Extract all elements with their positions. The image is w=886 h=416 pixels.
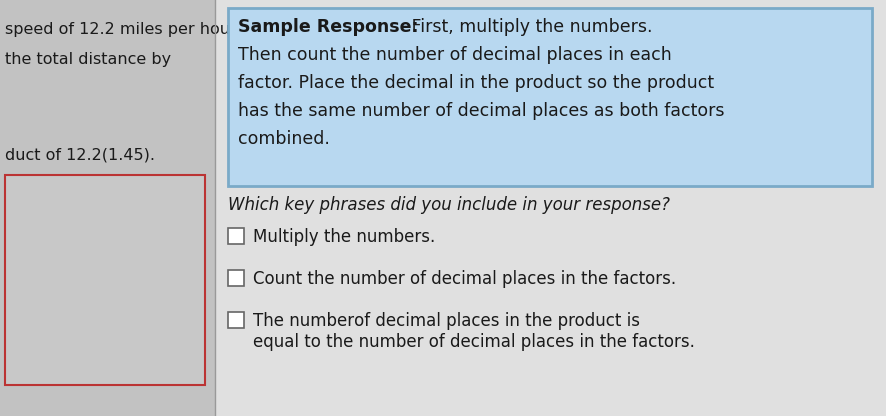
- Bar: [0, 0, 215, 416]
- Text: Then count the number of decimal places in each: Then count the number of decimal places …: [238, 46, 672, 64]
- Text: Count the number of decimal places in the factors.: Count the number of decimal places in th…: [253, 270, 676, 288]
- Text: The number⁠of decimal places in the product is
equal to the number of decimal pl: The number⁠of decimal places in the prod…: [253, 312, 695, 351]
- Text: Multiply the numbers.: Multiply the numbers.: [253, 228, 435, 246]
- Text: the total distance by: the total distance by: [5, 52, 171, 67]
- Text: Sample Response:: Sample Response:: [238, 18, 418, 36]
- Bar: [228, 228, 244, 244]
- Text: duct of 12.2(1.45).: duct of 12.2(1.45).: [5, 148, 155, 163]
- Text: has the same number of decimal places as both factors: has the same number of decimal places as…: [238, 102, 725, 120]
- Bar: [228, 8, 872, 186]
- Text: Which key phrases did you include in your response?: Which key phrases did you include in you…: [228, 196, 670, 214]
- Bar: [228, 312, 244, 328]
- Text: First, multiply the numbers.: First, multiply the numbers.: [406, 18, 652, 36]
- Text: factor. Place the decimal in the product so the product: factor. Place the decimal in the product…: [238, 74, 714, 92]
- Bar: [228, 270, 244, 286]
- Text: combined.: combined.: [238, 130, 330, 148]
- Text: speed of 12.2 miles per hour: speed of 12.2 miles per hour: [5, 22, 237, 37]
- Bar: [5, 175, 205, 385]
- Bar: [215, 0, 886, 416]
